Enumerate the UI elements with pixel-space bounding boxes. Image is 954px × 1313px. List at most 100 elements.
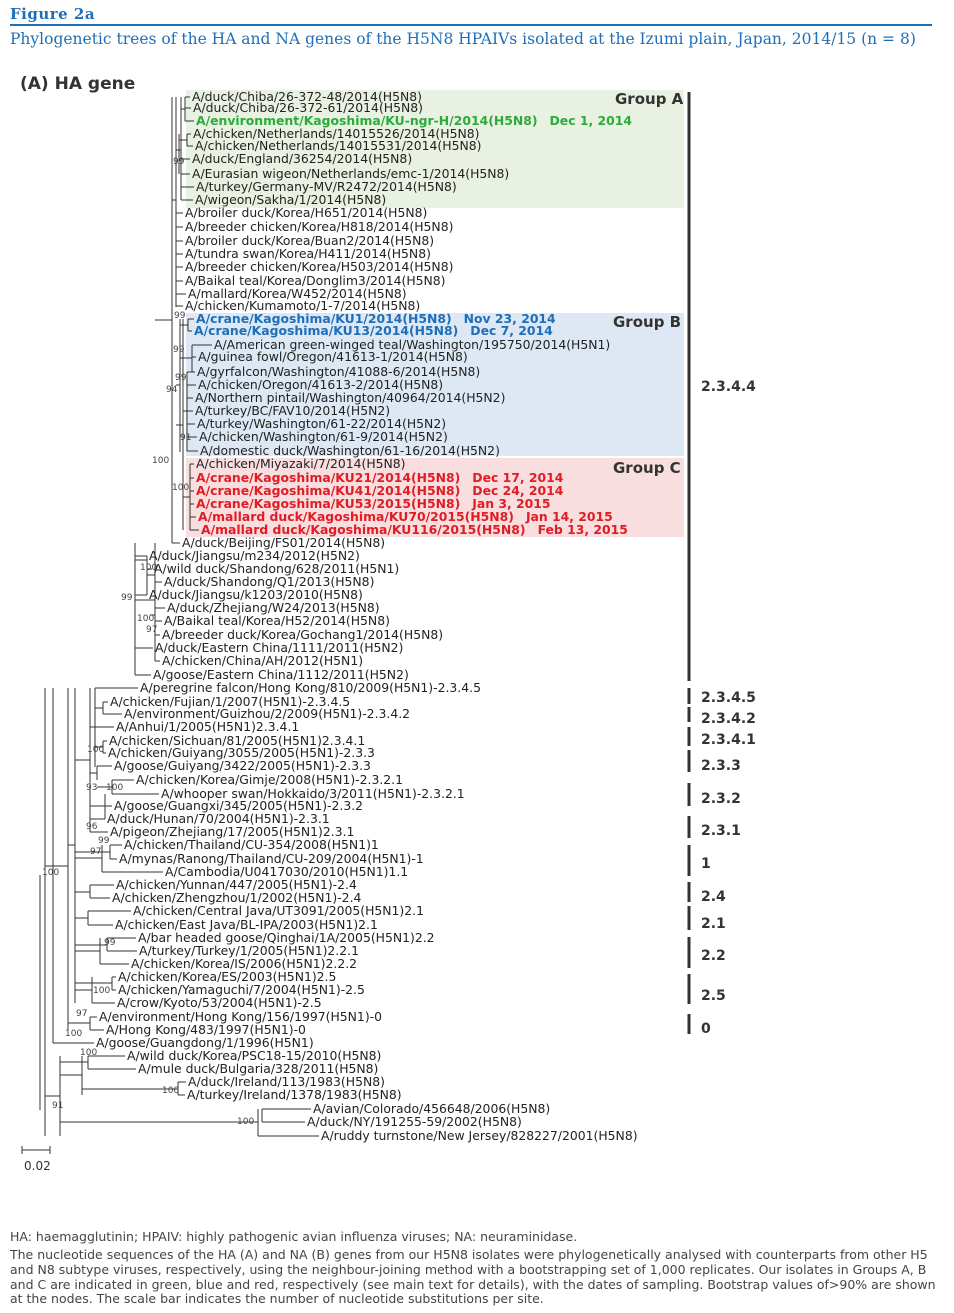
bootstrap-value: 91 — [52, 1101, 63, 1111]
bootstrap-value: 100 — [152, 456, 169, 466]
panel-label: (A) HA gene — [20, 74, 136, 94]
taxon-label: A/chicken/Fujian/1/2007(H5N1)-2.3.4.5 — [110, 694, 350, 709]
taxon-label: A/duck/Hunan/70/2004(H5N1)-2.3.1 — [107, 811, 330, 826]
taxon-label: A/Hong Kong/483/1997(H5N1)-0 — [106, 1022, 306, 1037]
taxon-label: A/chicken/Guiyang/3055/2005(H5N1)-2.3.3 — [108, 745, 375, 760]
sampling-date: Nov 23, 2014 — [464, 311, 556, 326]
bootstrap-value: 100 — [106, 783, 123, 793]
bootstrap-value: 94 — [166, 385, 178, 395]
clade-label: 2.3.1 — [701, 823, 741, 839]
taxon-label: A/turkey/Washington/61-22/2014(H5N2) — [197, 416, 446, 431]
sampling-date: Jan 14, 2015 — [525, 509, 613, 524]
bootstrap-value: 100 — [140, 563, 157, 573]
taxon-label: A/chicken/Oregon/41613-2/2014(H5N8) — [198, 377, 443, 392]
taxon-label: A/bar headed goose/Qinghai/1A/2005(H5N1)… — [138, 930, 435, 945]
clade-label: 2.3.4.5 — [701, 690, 756, 706]
taxon-label: A/duck/Chiba/26-372-61/2014(H5N8) — [193, 100, 423, 115]
taxon-label: A/duck/Jiangsu/m234/2012(H5N2) — [149, 548, 360, 563]
bootstrap-value: 97 — [76, 1009, 87, 1019]
taxon-label: A/mallard duck/Kagoshima/KU116/2015(H5N8… — [201, 522, 526, 537]
bootstrap-value: 100 — [93, 986, 110, 996]
taxon-label: A/turkey/Turkey/1/2005(H5N1)2.2.1 — [139, 943, 359, 958]
taxon-label: A/chicken/Washington/61-9/2014(H5N2) — [199, 429, 448, 444]
figure-label: Figure 2a — [10, 5, 96, 23]
taxon-label: A/duck/Ireland/113/1983(H5N8) — [188, 1074, 385, 1089]
taxon-label: A/goose/Guangdong/1/1996(H5N1) — [96, 1035, 314, 1050]
taxon-label: A/chicken/Korea/IS/2006(H5N1)2.2.2 — [131, 956, 357, 971]
taxon-label: A/crane/Kagoshima/KU41/2014(H5N8) — [196, 483, 460, 498]
taxon-label: A/wigeon/Sakha/1/2014(H5N8) — [195, 192, 386, 207]
bootstrap-value: 91 — [180, 433, 191, 443]
taxon-label: A/turkey/Germany-MV/R2472/2014(H5N8) — [196, 179, 457, 194]
taxon-label: A/chicken/China/AH/2012(H5N1) — [162, 653, 363, 668]
taxon-label: A/goose/Guangxi/345/2005(H5N1)-2.3.2 — [114, 798, 363, 813]
taxon-label: A/crane/Kagoshima/KU1/2014(H5N8) — [196, 311, 452, 326]
clade-label: 1 — [701, 856, 711, 872]
taxon-label: A/environment/Guizhou/2/2009(H5N1)-2.3.4… — [124, 706, 410, 721]
taxon-label: A/duck/NY/191255-59/2002(H5N8) — [307, 1114, 522, 1129]
sampling-date: Jan 3, 2015 — [471, 496, 550, 511]
group-label: Group C — [613, 459, 681, 477]
taxon-label: A/chicken/Thailand/CU-354/2008(H5N1)1 — [124, 837, 379, 852]
taxon-label: A/duck/Jiangsu/k1203/2010(H5N8) — [149, 587, 363, 602]
taxon-label: A/chicken/Miyazaki/7/2014(H5N8) — [196, 456, 406, 471]
figure-title: Phylogenetic trees of the HA and NA gene… — [10, 30, 916, 48]
taxon-label: A/crane/Kagoshima/KU13/2014(H5N8) — [194, 323, 458, 338]
sampling-date: Dec 24, 2014 — [472, 483, 563, 498]
taxon-label: A/chicken/Korea/Gimje/2008(H5N1)-2.3.2.1 — [136, 772, 403, 787]
taxon-label: A/crane/Kagoshima/KU21/2014(H5N8) — [196, 470, 460, 485]
taxon-label: A/chicken/Central Java/UT3091/2005(H5N1)… — [133, 903, 424, 918]
sampling-date: Dec 1, 2014 — [550, 113, 633, 128]
clade-label: 2.5 — [701, 988, 726, 1004]
clade-label: 2.2 — [701, 948, 726, 964]
clade-label: 2.1 — [701, 916, 726, 932]
clade-label: 2.3.4.4 — [701, 379, 756, 395]
taxon-label: A/duck/Eastern China/1111/2011(H5N2) — [155, 640, 403, 655]
bootstrap-value: 99 — [121, 593, 133, 603]
taxon-label: A/chicken/Yamaguchi/7/2004(H5N1)-2.5 — [118, 982, 365, 997]
taxon-label: A/guinea fowl/Oregon/41613-1/2014(H5N8) — [198, 349, 468, 364]
bootstrap-value: 100 — [42, 868, 59, 878]
group-a-highlight — [186, 90, 684, 208]
group-label: Group A — [615, 90, 684, 108]
taxon-label: A/mynas/Ranong/Thailand/CU-209/2004(H5N1… — [119, 851, 424, 866]
taxon-label: A/mallard/Korea/W452/2014(H5N8) — [188, 286, 407, 301]
group-c-highlight — [186, 458, 684, 537]
group-b-highlight — [186, 313, 684, 456]
taxon-label: A/duck/Chiba/26-372-48/2014(H5N8) — [192, 89, 422, 104]
taxon-label: A/crow/Kyoto/53/2004(H5N1)-2.5 — [117, 995, 322, 1010]
taxon-label: A/chicken/East Java/BL-IPA/2003(H5N1)2.1 — [115, 917, 378, 932]
bootstrap-value: 100 — [80, 1048, 97, 1058]
taxon-label: A/Northern pintail/Washington/40964/2014… — [195, 390, 505, 405]
figure-caption: The nucleotide sequences of the HA (A) a… — [10, 1247, 936, 1307]
bootstrap-value: 99 — [98, 836, 110, 846]
bootstrap-value: 100 — [65, 1029, 82, 1039]
taxon-label: A/breeder chicken/Korea/H503/2014(H5N8) — [185, 259, 453, 274]
taxon-label: A/wild duck/Shandong/628/2011(H5N1) — [154, 561, 399, 576]
taxon-label: A/broiler duck/Korea/Buan2/2014(H5N8) — [185, 233, 434, 248]
bootstrap-value: 96 — [86, 822, 98, 832]
taxon-label: A/ruddy turnstone/New Jersey/828227/2001… — [321, 1128, 638, 1143]
bootstrap-value: 100 — [237, 1117, 254, 1127]
taxon-label: A/environment/Hong Kong/156/1997(H5N1)-0 — [99, 1009, 382, 1024]
taxon-label: A/wild duck/Korea/PSC18-15/2010(H5N8) — [127, 1048, 381, 1063]
taxon-label: A/chicken/Korea/ES/2003(H5N1)2.5 — [118, 969, 336, 984]
taxon-label: A/goose/Guiyang/3422/2005(H5N1)-2.3.3 — [114, 758, 371, 773]
taxon-label: A/whooper swan/Hokkaido/3/2011(H5N1)-2.3… — [161, 786, 465, 801]
taxon-label: A/chicken/Netherlands/14015526/2014(H5N8… — [193, 126, 479, 141]
clade-label: 2.3.2 — [701, 791, 741, 807]
group-label: Group B — [613, 313, 681, 331]
bootstrap-value: 100 — [172, 483, 189, 493]
sampling-date: Dec 7, 2014 — [470, 323, 553, 338]
taxon-label: A/mule duck/Bulgaria/328/2011(H5N8) — [138, 1061, 378, 1076]
clade-label: 2.3.4.2 — [701, 711, 756, 727]
heading-rule — [10, 24, 932, 26]
taxon-label: A/chicken/Kumamoto/1-7/2014(H5N8) — [185, 298, 420, 313]
taxon-label: A/tundra swan/Korea/H411/2014(H5N8) — [185, 246, 431, 261]
taxon-label: A/breeder chicken/Korea/H818/2014(H5N8) — [185, 219, 453, 234]
taxon-label: A/duck/Zhejiang/W24/2013(H5N8) — [167, 600, 380, 615]
scale-bar-label: 0.02 — [24, 1159, 51, 1173]
taxon-label: A/duck/England/36254/2014(H5N8) — [192, 151, 412, 166]
taxon-label: A/avian/Colorado/456648/2006(H5N8) — [313, 1101, 550, 1116]
taxon-label: A/chicken/Zhengzhou/1/2002(H5N1)-2.4 — [112, 890, 362, 905]
